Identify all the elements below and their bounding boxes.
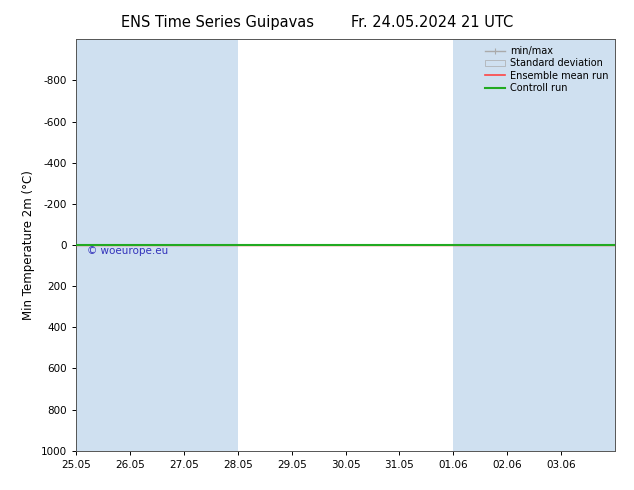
- Text: © woeurope.eu: © woeurope.eu: [87, 246, 168, 256]
- Y-axis label: Min Temperature 2m (°C): Min Temperature 2m (°C): [22, 170, 36, 320]
- Text: ENS Time Series Guipavas        Fr. 24.05.2024 21 UTC: ENS Time Series Guipavas Fr. 24.05.2024 …: [121, 15, 513, 30]
- Bar: [561, 39, 615, 451]
- Bar: [507, 39, 561, 451]
- Bar: [76, 39, 130, 451]
- Bar: [453, 39, 507, 451]
- Bar: [130, 39, 184, 451]
- Bar: [184, 39, 238, 451]
- Legend: min/max, Standard deviation, Ensemble mean run, Controll run: min/max, Standard deviation, Ensemble me…: [483, 44, 610, 95]
